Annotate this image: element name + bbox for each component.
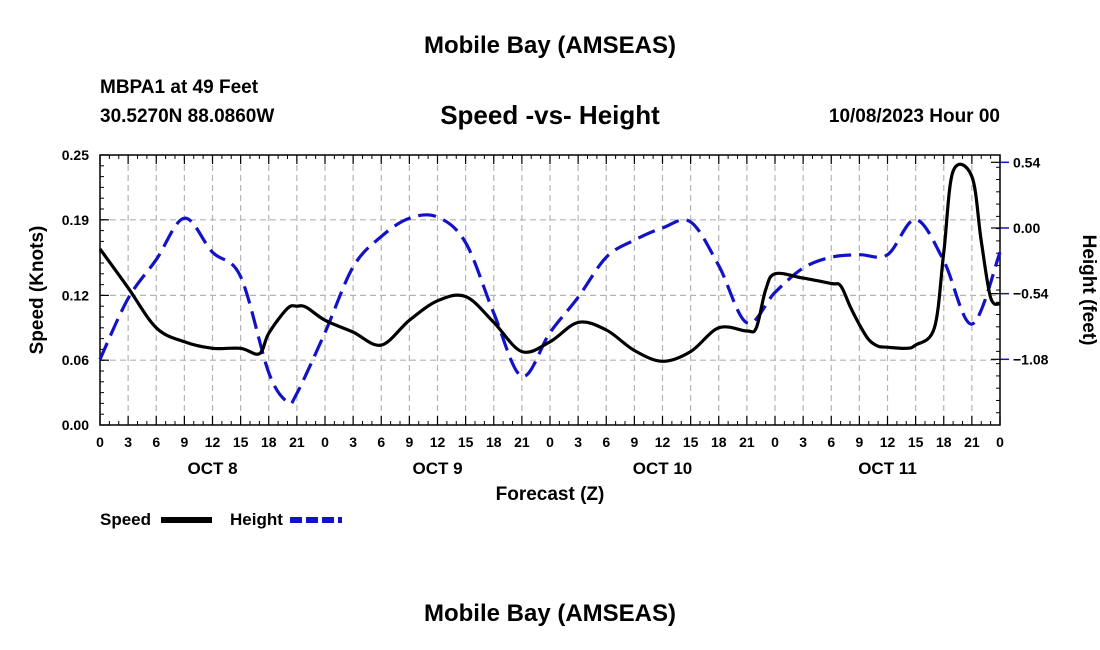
x-tick-label: 12: [655, 434, 671, 450]
x-tick-label: 15: [458, 434, 474, 450]
x-tick-label: 18: [711, 434, 727, 450]
y-tick-label: 0.25: [62, 147, 89, 163]
x-tick-label: 0: [321, 434, 329, 450]
x-tick-label: 0: [96, 434, 104, 450]
y2-axis-title: Height (feet): [1078, 235, 1099, 346]
legend: Speed Height: [100, 510, 342, 529]
x-tick-label: 9: [630, 434, 638, 450]
x-tick-label: 6: [152, 434, 160, 450]
y-axis-title: Speed (Knots): [27, 226, 48, 355]
series-line-speed: [98, 162, 1001, 363]
station-label: MBPA1 at 49 Feet: [100, 77, 259, 98]
day-label: OCT 8: [187, 459, 237, 478]
x-tick-label: 18: [486, 434, 502, 450]
x-axis-title: Forecast (Z): [496, 484, 605, 505]
y-tick-label: 0.12: [62, 287, 89, 303]
y-tick-label: 0.06: [62, 352, 89, 368]
x-tick-label: 12: [430, 434, 446, 450]
day-label: OCT 9: [412, 459, 462, 478]
y2-tick-label: 0.54: [1013, 154, 1040, 170]
y2-tick-label: −1.08: [1013, 351, 1049, 367]
x-tick-label: 21: [739, 434, 755, 450]
x-tick-label: 15: [683, 434, 699, 450]
x-tick-label: 15: [908, 434, 924, 450]
chart-subtitle: Speed -vs- Height: [440, 100, 660, 130]
x-tick-label: 3: [124, 434, 132, 450]
x-tick-label: 9: [855, 434, 863, 450]
x-tick-label: 18: [936, 434, 952, 450]
x-tick-label: 9: [405, 434, 413, 450]
x-tick-label: 6: [377, 434, 385, 450]
x-tick-label: 12: [880, 434, 896, 450]
x-tick-label: 3: [574, 434, 582, 450]
forecast-datetime: 10/08/2023 Hour 00: [828, 106, 1000, 127]
x-tick-label: 6: [602, 434, 610, 450]
chart-title: Mobile Bay (AMSEAS): [423, 32, 677, 59]
footer-title: Mobile Bay (AMSEAS): [423, 600, 677, 627]
x-tick-label: 0: [996, 434, 1004, 450]
axis-labels: 0 3 6 9 12 15 18 21 0 3 6 9 12 15 18 21 0 3 6 9 12 15 18 21 0 3 6 9…: [62, 147, 1049, 478]
station-coordinates: 30.5270N 88.0860W: [100, 106, 275, 127]
y2-tick-label: −0.54: [1013, 286, 1049, 302]
day-label: OCT 11: [858, 459, 917, 478]
y-tick-label: 0.19: [62, 212, 89, 228]
series-line-height: [98, 213, 1002, 406]
x-tick-label: 21: [964, 434, 980, 450]
series-group: [98, 162, 1002, 406]
x-tick-label: 6: [827, 434, 835, 450]
y-tick-label: 0.00: [62, 417, 89, 433]
y2-tick-label: 0.00: [1013, 220, 1040, 236]
plot-frame: [99, 154, 1001, 426]
x-tick-label: 9: [180, 434, 188, 450]
x-tick-label: 21: [289, 434, 305, 450]
x-tick-label: 12: [205, 434, 221, 450]
x-tick-label: 0: [771, 434, 779, 450]
day-label: OCT 10: [633, 459, 693, 478]
legend-height-label: Height: [230, 510, 283, 529]
x-tick-label: 15: [233, 434, 249, 450]
legend-speed-label: Speed: [100, 510, 151, 529]
x-tick-label: 0: [546, 434, 554, 450]
x-tick-label: 3: [349, 434, 357, 450]
x-tick-label: 21: [514, 434, 530, 450]
grid-lines: [100, 155, 1000, 425]
axis-ticks: [99, 154, 1009, 426]
x-tick-label: 3: [799, 434, 807, 450]
x-tick-label: 18: [261, 434, 277, 450]
